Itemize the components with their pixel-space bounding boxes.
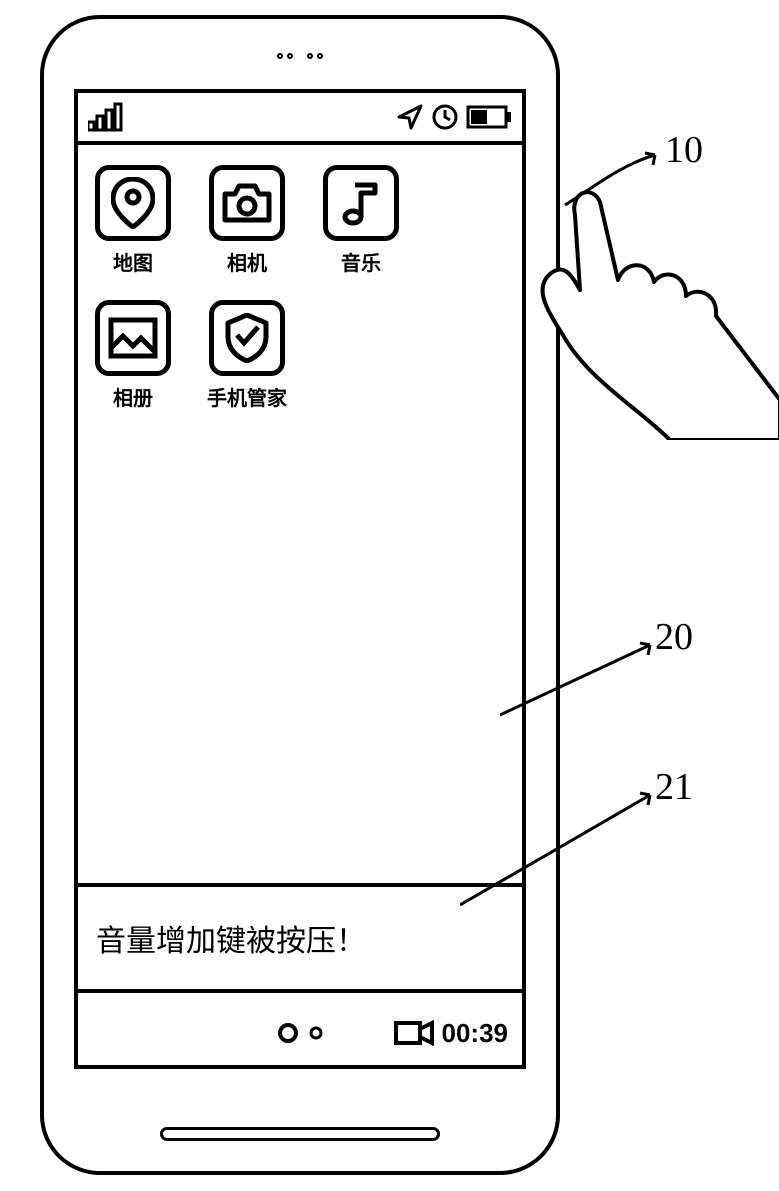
toast-box: 音量增加键被按压！ bbox=[78, 883, 522, 993]
callout-10: 10 bbox=[665, 128, 703, 172]
phone-screen: 地图 相机 音乐 bbox=[74, 89, 526, 1069]
home-indicator[interactable] bbox=[160, 1127, 440, 1141]
recording-bar: 00:39 bbox=[78, 1003, 522, 1063]
app-label: 音乐 bbox=[341, 247, 381, 276]
status-bar bbox=[78, 93, 522, 145]
app-camera[interactable]: 相机 bbox=[204, 165, 290, 276]
callout-leader-21 bbox=[460, 790, 660, 910]
battery-icon bbox=[466, 105, 512, 129]
clock-icon bbox=[432, 104, 458, 130]
app-manager[interactable]: 手机管家 bbox=[204, 300, 290, 411]
speaker-grill bbox=[277, 53, 323, 59]
callout-21: 21 bbox=[655, 765, 693, 809]
app-music[interactable]: 音乐 bbox=[318, 165, 404, 276]
app-label: 手机管家 bbox=[207, 382, 287, 411]
toast-text: 音量增加键被按压！ bbox=[96, 916, 366, 960]
page-indicator bbox=[277, 1022, 323, 1044]
app-label: 相机 bbox=[227, 247, 267, 276]
recording-time: 00:39 bbox=[442, 1018, 509, 1049]
app-label: 地图 bbox=[113, 247, 153, 276]
location-arrow-icon bbox=[396, 103, 424, 131]
music-note-icon bbox=[323, 165, 399, 241]
camera-icon bbox=[209, 165, 285, 241]
app-grid: 地图 相机 音乐 bbox=[78, 145, 522, 431]
app-gallery[interactable]: 相册 bbox=[90, 300, 176, 411]
signal-icon bbox=[88, 102, 130, 132]
shield-check-icon bbox=[209, 300, 285, 376]
map-pin-icon bbox=[95, 165, 171, 241]
picture-icon bbox=[95, 300, 171, 376]
app-maps[interactable]: 地图 bbox=[90, 165, 176, 276]
callout-20: 20 bbox=[655, 615, 693, 659]
callout-leader-10 bbox=[560, 150, 670, 220]
page-dot-icon bbox=[309, 1026, 323, 1040]
video-camera-icon bbox=[394, 1019, 434, 1047]
page-dot-active-icon bbox=[277, 1022, 299, 1044]
app-label: 相册 bbox=[113, 382, 153, 411]
callout-leader-20 bbox=[500, 640, 660, 720]
phone-body: 地图 相机 音乐 bbox=[40, 15, 560, 1175]
